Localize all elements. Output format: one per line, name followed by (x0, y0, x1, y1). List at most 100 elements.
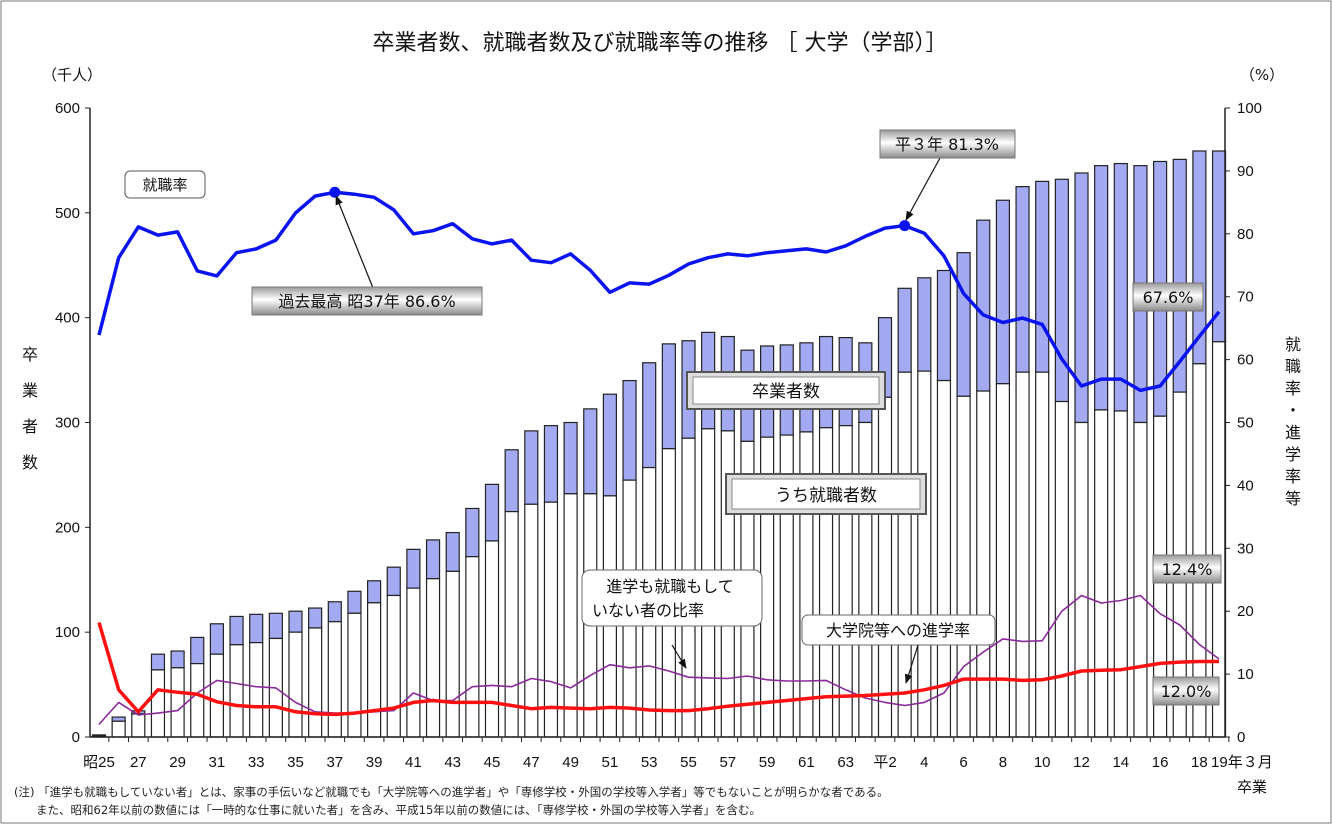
left-axis-title-char: 者 (22, 417, 38, 436)
graduates-bar (504, 449, 519, 513)
x-tick-label: 47 (523, 754, 540, 771)
svg-text:就職率: 就職率 (142, 176, 187, 194)
svg-text:うち就職者数: うち就職者数 (775, 486, 877, 506)
last-grad-callout: 12.0% (1152, 676, 1220, 706)
x-tick-label: 18 (1191, 754, 1208, 771)
neither-arrow (671, 644, 687, 669)
x-tick-label: 37 (326, 754, 343, 771)
x-tick-label: 35 (287, 754, 304, 771)
graduates-bar (897, 287, 912, 373)
right-tick-label: 80 (1237, 226, 1254, 243)
left-axis-title-char: 卒 (22, 345, 38, 364)
graduates-bar (268, 612, 283, 640)
last-employment-callout: 67.6% (1132, 282, 1204, 312)
peak-arrow (335, 195, 374, 289)
graduates-bar (406, 548, 421, 589)
svg-text:平３年 81.3%: 平３年 81.3% (895, 135, 999, 154)
left-tick-label: 500 (55, 205, 80, 222)
graduates-bar (583, 408, 598, 495)
right-tick-label: 90 (1237, 163, 1254, 180)
x-tick-label: 61 (798, 754, 815, 771)
x-tick-label: 53 (641, 754, 658, 771)
graduates-bar (308, 607, 323, 629)
note-1: (注) 「進学も就職もしていない者」とは、家事の手伝いなど就職でも「大学院等への… (14, 785, 889, 799)
employed-bar (425, 578, 441, 738)
right-tick-label: 0 (1237, 729, 1245, 746)
employed-bar (995, 383, 1011, 738)
grad-label: 大学院等への進学率 (801, 614, 996, 646)
x-tick-label: 31 (209, 754, 226, 771)
chart-title: 卒業者数、就職者数及び就職率等の推移 ［ 大学（学部）］ (373, 31, 948, 56)
employed-bar (1133, 421, 1148, 738)
right-axis-title-char: 進 (1285, 423, 1301, 442)
x-tick-label: 12 (1073, 754, 1090, 771)
employed-bar (209, 653, 224, 738)
graduates-bar (976, 219, 991, 392)
note-2: また、昭和62年以前の数値には「一時的な仕事に就いた者」を含み、平成15年以前の… (36, 803, 761, 817)
x-tick-label: 45 (484, 754, 501, 771)
employed-bar (524, 503, 539, 738)
x-tick-label: 55 (680, 754, 697, 771)
graduates-bar (367, 580, 382, 604)
left-axis-title: 卒業者数 (22, 345, 38, 472)
graduates-bar (288, 610, 303, 633)
right-axis-title-char: 率 (1285, 379, 1301, 398)
graduates-bar (995, 199, 1011, 385)
graduates-bar (936, 269, 952, 382)
graduates-bar (190, 636, 205, 665)
employed-bar (1113, 410, 1128, 738)
x-tick-label: 昭25 (83, 754, 115, 771)
left-tick-label: 0 (72, 729, 80, 746)
employed-bar (858, 421, 873, 738)
x-tick-label: 41 (405, 754, 422, 771)
graduates-bar (111, 716, 126, 722)
x-tick-label: 6 (959, 754, 967, 771)
employed-bar (1094, 409, 1109, 738)
right-tick-label: 50 (1237, 415, 1254, 432)
employed-bar (406, 587, 421, 738)
x-tick-label: 29 (169, 754, 186, 771)
graduates-bar (445, 531, 460, 572)
employed-bar (111, 720, 126, 738)
left-unit: （千人） (42, 66, 102, 84)
left-tick-label: 100 (55, 624, 80, 641)
employed-bar (1054, 400, 1069, 738)
right-tick-label: 70 (1237, 289, 1254, 306)
right-axis-title-char: 等 (1285, 489, 1301, 508)
graduates-bar (956, 252, 971, 397)
x-tick-label: 4 (920, 754, 928, 771)
svg-text:12.4%: 12.4% (1162, 560, 1213, 579)
graduates-bar (1094, 165, 1109, 411)
employed-bar (150, 669, 166, 738)
employed-bar (327, 621, 342, 738)
graduates-bar (347, 590, 362, 614)
graduates-bar (1113, 162, 1128, 412)
peak-callout: 過去最高 昭37年 86.6% (251, 286, 483, 316)
employed-bar (917, 370, 932, 738)
employed-bar (445, 570, 460, 738)
employed-bar (465, 556, 480, 738)
employed-bar (897, 371, 912, 738)
employed-bar (543, 501, 559, 738)
graduates-bar (1035, 180, 1050, 373)
graduates-bar (249, 613, 264, 644)
x-tick-label: 57 (719, 754, 736, 771)
x-tick-label: 43 (444, 754, 461, 771)
graduates-bar (170, 650, 185, 669)
svg-text:12.0%: 12.0% (1161, 682, 1212, 701)
graduates-bar (524, 430, 539, 505)
employed-bar (288, 631, 303, 738)
graduates-bar (425, 539, 441, 580)
h3-arrow (905, 157, 941, 221)
employed-bar (347, 612, 362, 738)
svg-text:進学も就職もして: 進学も就職もして (606, 577, 734, 596)
left-tick-label: 600 (55, 100, 80, 117)
right-tick-label: 100 (1237, 100, 1262, 117)
right-tick-label: 10 (1237, 666, 1254, 683)
x-tick-label: 14 (1112, 754, 1129, 771)
graduates-bar (602, 393, 618, 497)
graduates-bar (229, 615, 244, 646)
svg-text:卒業者数: 卒業者数 (752, 382, 820, 402)
neither-rate-line (98, 594, 1220, 725)
